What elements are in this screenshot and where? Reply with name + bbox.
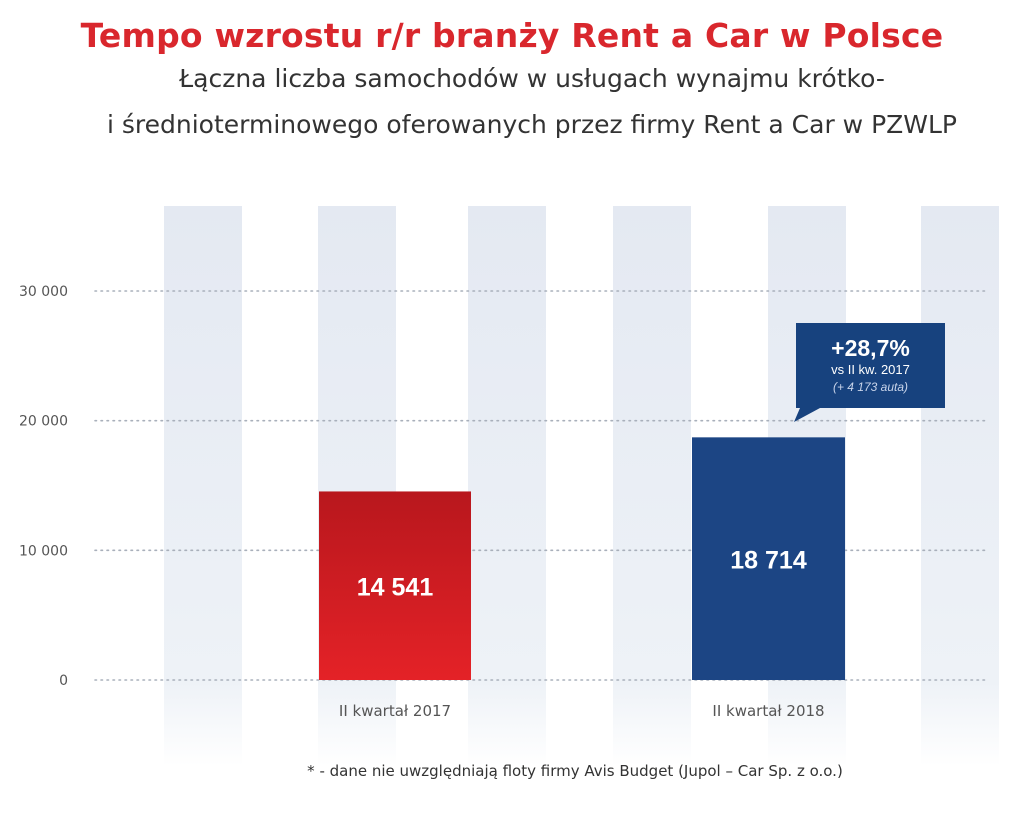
background-stripe xyxy=(318,206,396,766)
background-stripe xyxy=(921,206,999,766)
x-category-label: II kwartał 2017 xyxy=(339,702,451,720)
chart-subtitle-line1: Łączna liczba samochodów w usługach wyna… xyxy=(179,64,885,93)
x-category-label: II kwartał 2018 xyxy=(712,702,824,720)
bar xyxy=(319,491,471,680)
y-tick-label: 10 000 xyxy=(19,543,68,559)
y-tick-label: 30 000 xyxy=(19,284,68,300)
background-stripe xyxy=(164,206,242,766)
callout-headline: +28,7% xyxy=(831,335,910,361)
chart-title: Tempo wzrostu r/r branży Rent a Car w Po… xyxy=(80,16,944,55)
chart-subtitle-line2: i średnioterminowego oferowanych przez f… xyxy=(106,110,958,139)
bar xyxy=(692,437,845,680)
bar-value-label: 18 714 xyxy=(730,547,807,575)
callout-delta: (+ 4 173 auta) xyxy=(833,380,908,394)
footnote: * - dane nie uwzględniają floty firmy Av… xyxy=(307,762,843,780)
callout-comparison: vs II kw. 2017 xyxy=(831,362,910,377)
background-stripe xyxy=(468,206,546,766)
y-tick-label: 20 000 xyxy=(19,414,68,430)
callout-box xyxy=(794,323,945,422)
y-tick-label: 0 xyxy=(59,673,68,689)
bar-value-label: 14 541 xyxy=(357,574,434,602)
background-stripe xyxy=(613,206,691,766)
